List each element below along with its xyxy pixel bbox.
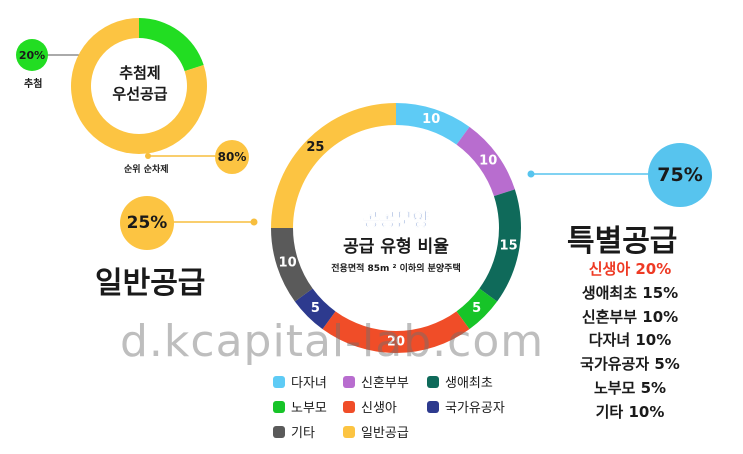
slice-value-label-6: 10 [279,256,297,271]
special-breakdown-item: 국가유공자 5% [580,355,680,374]
slice-value-label-2: 15 [500,238,518,253]
legend-swatch [343,375,355,388]
general-label: 일반공급 [95,266,206,301]
legend-item: 신혼부부 [343,372,427,391]
legend-label: 노부모 [291,401,327,416]
legend-label: 신생아 [361,401,397,416]
connector-lines [32,54,650,226]
legend-item: 신생아 [343,397,427,416]
donut-slice-7 [271,103,396,228]
legend-item: 생애최초 [427,372,537,391]
connector-dot [250,218,258,226]
main-chart-title: 공공분양 [363,210,430,231]
donut-slice-1 [456,126,515,197]
legend-swatch [427,400,439,413]
legend-label: 기타 [291,426,315,441]
donut-slice-5 [294,288,336,330]
legend-swatch [273,375,285,388]
legend-label: 신혼부부 [361,376,409,391]
small-donut-subtitle: 우선공급 [112,85,167,103]
legend-item: 기타 [273,422,343,441]
donut-slice-6 [271,228,313,302]
legend-swatch [343,425,355,438]
special-breakdown-item: 기타 10% [595,402,665,421]
donut-slice-3 [456,288,498,330]
slice-value-label-4: 20 [387,335,405,350]
slice-value-label-7: 25 [306,140,324,155]
slice-value-label-0: 10 [422,112,440,127]
slice-value-label-1: 10 [479,153,497,168]
donut-slice-2 [479,189,521,302]
draw-caption: 추첨 [24,79,43,90]
legend-item: 노부모 [273,397,343,416]
main-chart-note: 전용면적 85m ² 이하의 분양주택 [331,262,460,274]
sequence-percent-badge: 80% [215,140,249,174]
special-breakdown-item: 신혼부부 10% [581,307,679,326]
legend-item: 일반공급 [343,422,427,441]
legend-item: 다자녀 [273,372,343,391]
main-donut: 10 10 15 5 20 5 10 25 [271,103,521,353]
donut-slice-0 [396,103,470,145]
special-breakdown-item: 노부모 5% [593,378,667,397]
donut-slice-4 [322,311,470,353]
slice-value-label-5: 5 [311,301,320,316]
watermark: d.kcapital-lab.com [120,316,545,367]
legend-swatch [273,425,285,438]
legend-label: 일반공급 [361,426,409,441]
slice-value-label-3: 5 [472,301,481,316]
special-percent-badge: 75% [648,143,712,207]
legend-swatch [273,400,285,413]
donut-slice-0 [139,18,204,72]
connector-dot [527,170,535,178]
special-breakdown-item: 신생아 20% [588,260,672,278]
special-breakdown-list: 신생아 20% 생애최초 15% 신혼부부 10% 다자녀 10% 국가유공자 5% 노부… [560,258,700,425]
legend-label: 다자녀 [291,376,327,391]
main-chart-subtitle: 공급 유형 비율 [343,236,449,257]
general-percent-badge: 25% [120,196,174,250]
special-label: 특별공급 [567,224,678,259]
connector-dot [145,153,151,159]
special-breakdown-item: 다자녀 10% [588,331,672,350]
special-breakdown-item: 생애최초 15% [581,283,679,302]
legend-label: 국가유공자 [445,401,505,416]
donut-slice-1 [71,18,208,154]
legend-item: 국가유공자 [427,397,537,416]
sequence-caption: 순위 순차제 [124,165,169,175]
legend-swatch [427,375,439,388]
legend-swatch [343,400,355,413]
small-donut [71,18,208,154]
legend-label: 생애최초 [445,376,493,391]
draw-percent-badge: 20% [16,39,48,71]
small-donut-title: 추첨제 [119,64,160,82]
